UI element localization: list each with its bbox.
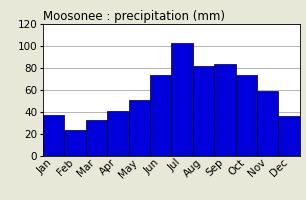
Text: www.allmetsat.com: www.allmetsat.com xyxy=(45,144,121,153)
Bar xyxy=(43,115,64,156)
Bar xyxy=(64,130,86,156)
Bar xyxy=(278,116,300,156)
Bar xyxy=(150,75,171,156)
Bar xyxy=(171,43,193,156)
Bar xyxy=(193,66,214,156)
Text: Moosonee : precipitation (mm): Moosonee : precipitation (mm) xyxy=(43,10,225,23)
Bar xyxy=(257,91,278,156)
Bar xyxy=(107,111,129,156)
Bar xyxy=(236,75,257,156)
Bar xyxy=(214,64,236,156)
Bar xyxy=(86,120,107,156)
Bar xyxy=(129,100,150,156)
